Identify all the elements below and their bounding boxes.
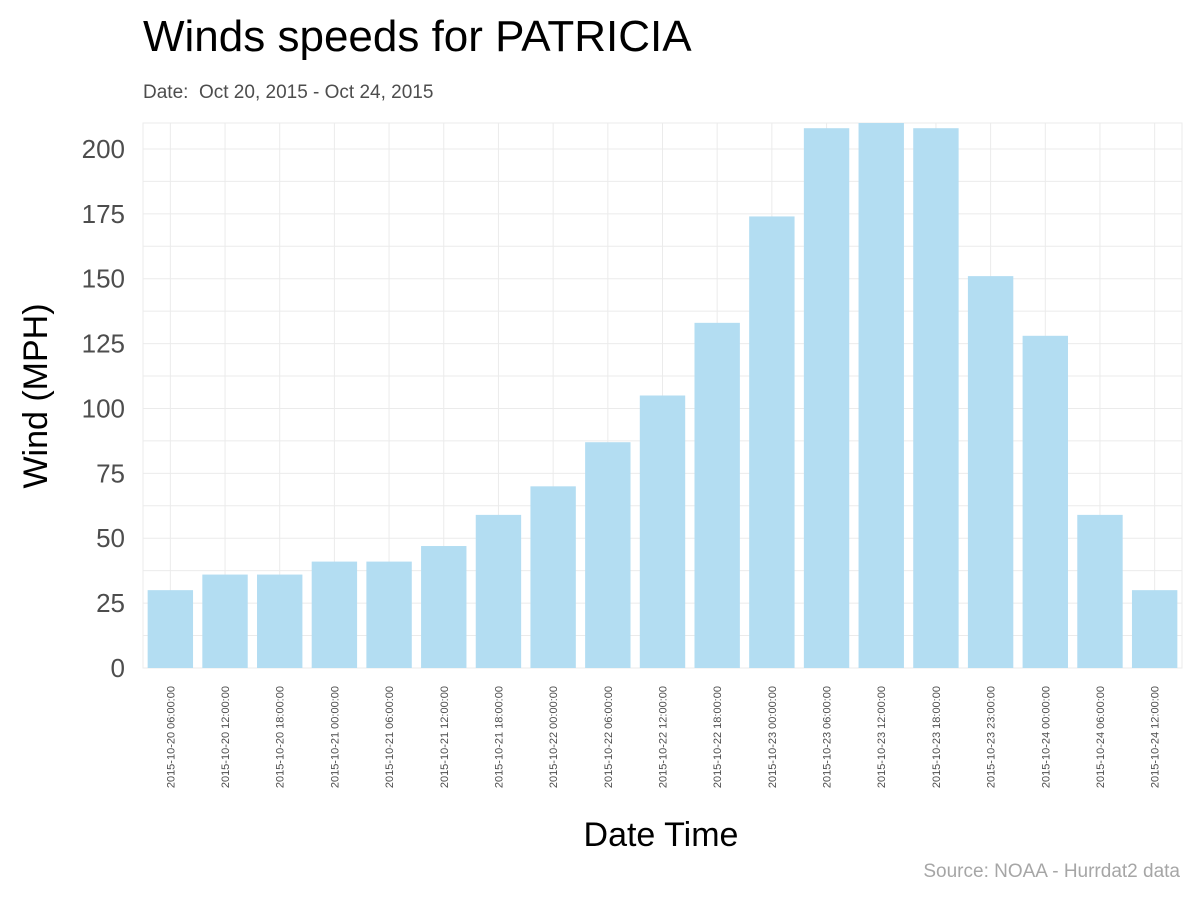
chart-caption: Source: NOAA - Hurrdat2 data [923,861,1180,882]
y-tick-label: 25 [96,588,125,618]
bar [421,546,467,668]
y-tick-label: 0 [111,653,125,683]
y-tick-label: 75 [96,458,125,488]
x-axis-ticks: 2015-10-20 06:00:00 2015-10-20 12:00:00 20… [165,686,1161,788]
bar [749,216,795,668]
x-tick-label: 2015-10-20 12:00:00 [220,686,232,788]
x-tick-label: 2015-10-24 06:00:00 [1095,686,1107,788]
y-axis-ticks: 0 25 50 75 100 125 150 175 200 [82,134,125,683]
chart-title: Winds speeds for PATRICIA [143,12,692,61]
x-tick-label: 2015-10-23 00:00:00 [767,686,779,788]
bar [311,561,358,668]
bar [366,561,412,668]
y-tick-label: 200 [82,134,125,164]
bar [913,128,959,668]
x-tick-label: 2015-10-21 06:00:00 [384,686,396,788]
bar [803,128,850,668]
x-tick-label: 2015-10-22 18:00:00 [712,686,724,788]
bar [1022,335,1068,668]
y-tick-label: 175 [82,199,125,229]
x-tick-label: 2015-10-21 18:00:00 [493,686,505,788]
bar [967,276,1014,668]
bar [694,322,740,668]
x-tick-label: 2015-10-24 12:00:00 [1150,686,1162,788]
bar [202,574,248,668]
x-tick-label: 2015-10-22 12:00:00 [658,686,670,788]
x-axis-title: Date Time [584,816,739,854]
x-tick-label: 2015-10-23 06:00:00 [822,686,834,788]
bar [530,486,576,668]
x-tick-label: 2015-10-22 00:00:00 [548,686,560,788]
x-tick-label: 2015-10-22 06:00:00 [603,686,615,788]
x-tick-label: 2015-10-21 12:00:00 [439,686,451,788]
x-tick-label: 2015-10-23 12:00:00 [876,686,888,788]
y-tick-label: 125 [82,329,125,359]
x-tick-label: 2015-10-23 18:00:00 [931,686,943,788]
x-tick-label: 2015-10-23 23:00:00 [986,686,998,788]
bar [475,514,522,668]
bar [585,442,631,668]
x-tick-label: 2015-10-20 06:00:00 [165,686,177,788]
y-tick-label: 50 [96,523,125,553]
x-tick-label: 2015-10-21 00:00:00 [329,686,341,788]
bar [257,574,303,668]
bar [147,590,194,668]
y-tick-label: 100 [82,393,125,423]
chart-subtitle: Date: Oct 20, 2015 - Oct 24, 2015 [143,82,434,103]
y-tick-label: 150 [82,264,125,294]
x-tick-label: 2015-10-24 00:00:00 [1040,686,1052,788]
bars [147,123,1178,668]
x-tick-label: 2015-10-20 18:00:00 [275,686,287,788]
bar [1077,514,1123,668]
bar [1131,590,1178,668]
bar [639,395,686,668]
bar [858,123,904,668]
y-axis-title: Wind (MPH) [17,303,55,488]
